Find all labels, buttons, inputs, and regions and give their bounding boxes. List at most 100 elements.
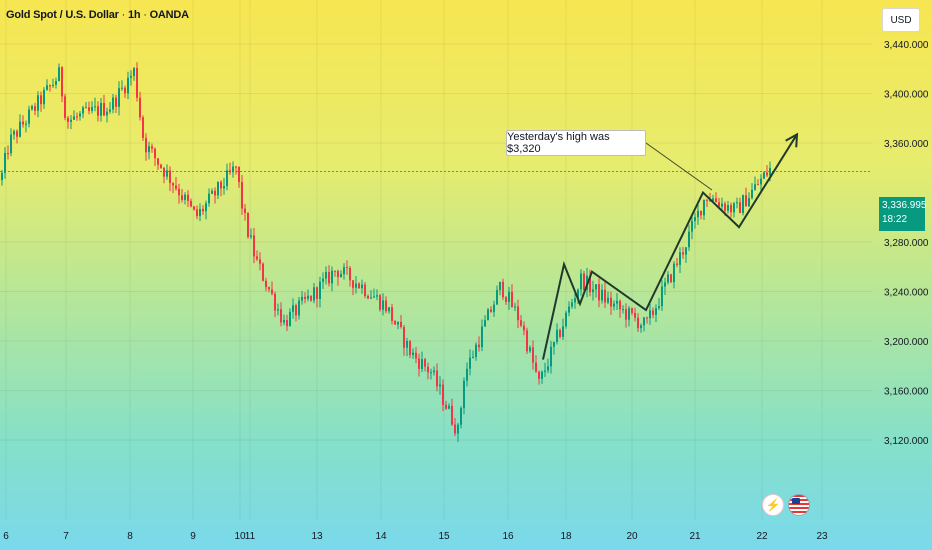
candle-body bbox=[718, 202, 720, 207]
candle-body bbox=[763, 172, 765, 179]
candle bbox=[580, 269, 582, 296]
candle bbox=[439, 376, 441, 395]
candle-body bbox=[241, 182, 243, 209]
candle bbox=[322, 272, 324, 290]
candle-body bbox=[124, 87, 126, 94]
candle-body bbox=[40, 95, 42, 105]
candle bbox=[382, 293, 384, 316]
candle-body bbox=[481, 326, 483, 348]
candle bbox=[298, 296, 300, 320]
candle bbox=[475, 342, 477, 361]
candle bbox=[208, 188, 210, 207]
candle bbox=[430, 368, 432, 380]
candle-body bbox=[46, 85, 48, 90]
candle bbox=[181, 188, 183, 203]
candle-body bbox=[604, 289, 606, 303]
candle bbox=[118, 81, 120, 116]
candle-body bbox=[259, 259, 261, 264]
candle-body bbox=[25, 123, 27, 125]
candle bbox=[73, 110, 75, 120]
candle bbox=[106, 107, 108, 123]
interval-label[interactable]: 1h bbox=[127, 9, 141, 21]
candle-body bbox=[721, 203, 723, 207]
candle-body bbox=[649, 310, 651, 319]
candle bbox=[463, 377, 465, 415]
candle-body bbox=[496, 290, 498, 305]
candle-body bbox=[112, 97, 114, 110]
lightning-bolt-icon[interactable]: ⚡ bbox=[762, 494, 784, 516]
candle bbox=[499, 281, 501, 296]
candle bbox=[250, 228, 252, 240]
candle bbox=[52, 78, 54, 88]
candle bbox=[616, 293, 618, 310]
candle-body bbox=[202, 208, 204, 212]
candle bbox=[679, 247, 681, 274]
candle-countdown: 18:22 bbox=[882, 214, 908, 225]
candle-body bbox=[679, 252, 681, 265]
candle bbox=[187, 190, 189, 207]
candle-body bbox=[85, 107, 87, 109]
candle bbox=[664, 277, 666, 296]
candle-body bbox=[349, 267, 351, 281]
candle bbox=[31, 104, 33, 111]
candle-body bbox=[490, 309, 492, 312]
candle-body bbox=[715, 198, 717, 203]
candle bbox=[640, 323, 642, 333]
candle-body bbox=[10, 134, 12, 154]
candle-body bbox=[331, 270, 333, 284]
source-label: OANDA bbox=[149, 9, 190, 21]
candle bbox=[469, 349, 471, 376]
currency-button[interactable]: USD bbox=[882, 8, 920, 32]
candle-body bbox=[760, 178, 762, 185]
candle bbox=[28, 105, 30, 128]
candle bbox=[70, 115, 72, 130]
candle-body bbox=[460, 408, 462, 425]
candle-body bbox=[613, 303, 615, 307]
candle-body bbox=[595, 284, 597, 290]
candle bbox=[610, 291, 612, 315]
candle bbox=[535, 355, 537, 373]
candle-body bbox=[484, 320, 486, 327]
candle bbox=[520, 315, 522, 328]
candle bbox=[10, 128, 12, 157]
candle bbox=[169, 166, 171, 192]
candle bbox=[244, 203, 246, 221]
candle-body bbox=[211, 190, 213, 194]
candle-body bbox=[73, 116, 75, 120]
grid-lines bbox=[0, 0, 872, 520]
candle-body bbox=[352, 280, 354, 288]
candle bbox=[676, 257, 678, 268]
candles bbox=[1, 62, 771, 442]
candle-body bbox=[160, 164, 162, 168]
candle bbox=[85, 101, 87, 109]
candle bbox=[460, 406, 462, 429]
candle bbox=[112, 94, 114, 114]
candle bbox=[133, 66, 135, 81]
candle-body bbox=[277, 309, 279, 311]
us-flag-icon[interactable] bbox=[788, 494, 810, 516]
x-tick-label: 16 bbox=[502, 531, 514, 542]
candle-body bbox=[379, 295, 381, 310]
candle bbox=[622, 305, 624, 314]
annotation-callout[interactable]: Yesterday's high was $3,320 bbox=[506, 130, 646, 156]
candle-body bbox=[412, 352, 414, 355]
candle-body bbox=[163, 167, 165, 177]
candle-body bbox=[403, 326, 405, 348]
candle-body bbox=[1, 172, 3, 181]
candle bbox=[172, 182, 174, 194]
candle bbox=[694, 212, 696, 229]
candle-body bbox=[106, 111, 108, 116]
candle-body bbox=[670, 274, 672, 283]
candle bbox=[742, 194, 744, 216]
candle bbox=[151, 143, 153, 153]
x-tick-label: 14 bbox=[375, 531, 387, 542]
candle-body bbox=[700, 210, 702, 216]
candle bbox=[403, 325, 405, 356]
candle-body bbox=[232, 166, 234, 173]
candle-body bbox=[58, 67, 60, 82]
candle-body bbox=[94, 106, 96, 108]
candle bbox=[511, 284, 513, 308]
candle-body bbox=[508, 291, 510, 303]
candle bbox=[325, 266, 327, 285]
